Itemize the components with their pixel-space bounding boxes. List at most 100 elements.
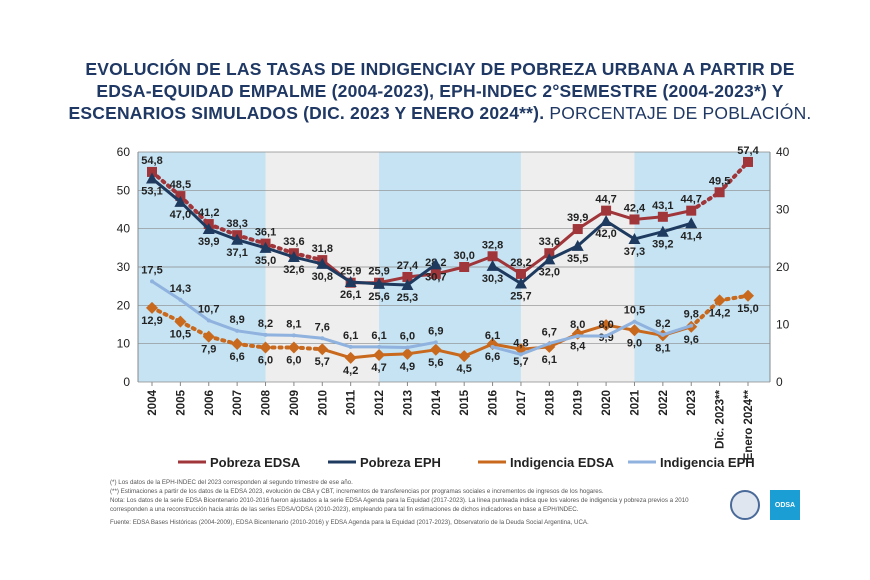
indigencia-edsa-data-label: 5,7 [513,356,528,368]
y-right-tick-label: 10 [776,318,790,332]
pobreza-edsa-segment [717,159,750,195]
indigencia-edsa-data-label: 9,6 [684,334,699,346]
indigencia-edsa-data-label: 4,2 [343,365,358,377]
legend-label: Indigencia EPH [660,455,755,470]
pobreza-eph-segment [349,280,381,286]
indigencia-eph-segment [320,336,353,349]
indigencia-edsa-point [174,315,187,328]
pobreza-eph-data-label: 25,3 [397,292,418,304]
indigencia-edsa-point [401,347,414,360]
indigencia-edsa-point [742,289,754,302]
indigencia-eph-point [433,340,438,345]
source-note: Fuente: EDSA Bases Históricas (2004-2009… [110,519,589,526]
pobreza-edsa-point [657,211,668,222]
pobreza-eph-point [174,195,187,207]
indigencia-eph-point [150,279,154,284]
pobreza-eph-point [287,251,300,263]
indigencia-edsa-point [628,324,641,337]
pobreza-edsa-data-label: 27,4 [397,260,419,272]
indigencia-eph-point [660,332,665,337]
pobreza-edsa-data-label: 43,1 [652,200,673,212]
pobreza-eph-data-label: 47,0 [170,209,191,221]
x-tick-label: 2010 [317,390,329,416]
indigencia-edsa-point [429,343,442,356]
indigencia-eph-point [377,344,382,349]
indigencia-eph-data-label: 4,8 [513,337,528,349]
indigencia-edsa-point [259,341,272,354]
indigencia-eph-point [689,323,694,328]
pobreza-edsa-data-label: 31,8 [312,243,333,255]
indigencia-edsa-data-label: 8,4 [570,341,586,353]
indigencia-eph-segment [377,345,409,349]
indigencia-eph-segment [519,341,551,356]
x-tick-label: 2014 [431,389,443,415]
y-right-tick-label: 40 [776,145,790,159]
pobreza-eph-point [429,258,442,270]
indigencia-edsa-segment [178,319,211,339]
indigencia-edsa-point [202,330,215,343]
indigencia-eph-segment [661,324,693,337]
x-tick-label: 2007 [232,390,244,416]
x-tick-label: 2004 [147,389,159,415]
indigencia-edsa-data-label: 15,0 [737,303,758,315]
pobreza-eph-point [401,279,414,291]
note-2: (**) Estimaciones a partir de los datos … [110,488,604,495]
pobreza-edsa-data-label: 28,2 [510,257,531,269]
pobreza-eph-point [543,253,556,265]
x-tick-label: 2022 [658,390,670,416]
indigencia-edsa-point [713,294,726,307]
indigencia-eph-segment [405,340,438,349]
indigencia-eph-data-label: 7,6 [315,321,330,333]
indigencia-eph-data-label: 6,1 [485,330,500,342]
x-tick-label: 2008 [261,389,273,415]
title-unit: PORCENTAJE DE POBLACIÓN. [544,103,812,123]
pobreza-edsa-point [686,205,697,216]
indigencia-edsa-data-label: 10,5 [170,329,191,341]
chart-title: EVOLUCIÓN DE LAS TASAS DE INDIGENCIAY DE… [60,58,820,124]
pobreza-edsa-point [601,205,612,216]
x-tick-label: 2013 [402,390,414,416]
y-left-tick-label: 20 [117,298,131,312]
indigencia-eph-data-label: 8,2 [258,318,273,330]
indigencia-eph-data-label: 8,0 [598,319,613,331]
pobreza-edsa-point [629,214,640,225]
pobreza-edsa-point [515,268,526,279]
pobreza-eph-data-label: 30,7 [425,271,446,283]
pobreza-edsa-point [714,187,725,198]
indigencia-edsa-data-label: 9,0 [627,337,642,349]
indigencia-eph-point [235,328,240,333]
pobreza-edsa-data-label: 48,5 [170,179,191,191]
pobreza-edsa-data-label: 39,9 [567,212,588,224]
y-right-tick-label: 30 [776,203,790,217]
indigencia-eph-point [291,333,296,338]
pobreza-edsa-data-label: 36,1 [255,227,276,239]
indigencia-eph-data-label: 8,9 [229,314,244,326]
indigencia-eph-point [632,319,637,324]
pobreza-eph-segment [661,221,693,234]
pobreza-eph-data-label: 26,1 [340,289,361,301]
x-tick-label: 2009 [289,390,301,416]
y-left-tick-label: 0 [123,375,130,389]
y-right-tick-label: 20 [776,260,790,274]
pobreza-eph-data-label: 35,5 [567,253,588,265]
indigencia-eph-segment [491,345,523,356]
indigencia-edsa-point [600,319,613,332]
indigencia-eph-segment [178,298,211,322]
pobreza-edsa-data-label: 25,9 [340,266,361,278]
indigencia-eph-data-label: 6,1 [371,330,386,342]
indigencia-eph-data-label: 6,7 [542,326,557,338]
x-tick-label: 2006 [204,390,216,416]
pobreza-eph-data-label: 39,2 [652,239,673,251]
indigencia-eph-data-label: 6,1 [343,330,358,342]
pobreza-eph-point [571,239,584,251]
indigencia-eph-segment [632,320,665,337]
indigencia-eph-segment [150,279,182,302]
indigencia-eph-segment [292,333,324,340]
indigencia-edsa-data-label: 6,6 [485,351,500,363]
pobreza-eph-point [231,233,244,245]
pobreza-eph-segment [377,282,409,287]
indigencia-eph-data-label: 8,2 [655,318,670,330]
indigencia-edsa-point [458,350,471,363]
indigencia-edsa-data-label: 4,5 [457,363,472,375]
x-tick-label: 2015 [459,389,471,415]
